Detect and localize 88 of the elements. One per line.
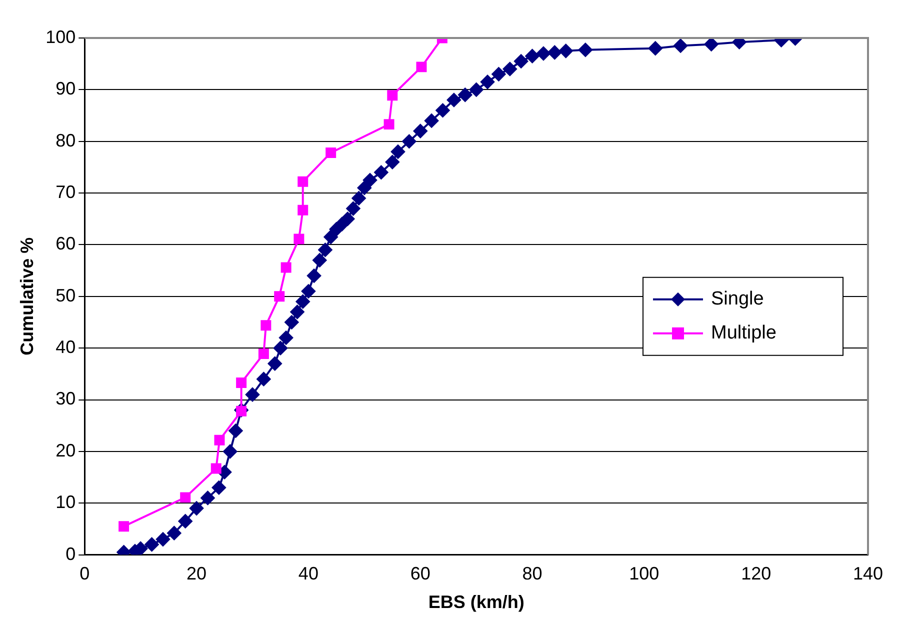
y-axis-title: Cumulative % — [16, 237, 37, 356]
point — [212, 480, 226, 495]
point — [290, 304, 304, 319]
point — [279, 330, 294, 345]
point — [260, 320, 272, 331]
x-tick-label: 100 — [629, 564, 660, 584]
point — [525, 49, 540, 64]
point — [256, 372, 271, 386]
point — [413, 124, 428, 138]
point — [704, 38, 718, 52]
y-tick-label: 40 — [56, 337, 76, 358]
point — [578, 42, 592, 57]
point — [280, 262, 292, 273]
point — [258, 348, 269, 360]
point — [200, 490, 215, 505]
x-tick-label: 140 — [852, 564, 884, 584]
point — [387, 90, 398, 101]
y-tick-label: 0 — [66, 544, 76, 564]
y-tick-label: 50 — [56, 285, 76, 306]
y-tick-label: 100 — [46, 26, 76, 47]
x-tick-label: 80 — [522, 564, 542, 584]
point — [301, 284, 316, 298]
point — [390, 144, 405, 159]
point — [492, 67, 506, 82]
point — [536, 46, 550, 61]
point — [236, 377, 247, 388]
point — [502, 62, 517, 76]
point — [284, 315, 299, 330]
point — [326, 147, 336, 158]
point — [374, 165, 388, 180]
point — [352, 191, 366, 206]
point — [357, 180, 372, 195]
y-tick-label: 60 — [56, 234, 76, 254]
point — [178, 514, 192, 528]
point — [424, 114, 439, 128]
point — [144, 537, 159, 552]
point — [363, 173, 377, 188]
point — [558, 44, 573, 58]
point — [384, 119, 394, 130]
point — [156, 532, 170, 546]
point — [210, 463, 222, 474]
point — [307, 268, 322, 283]
x-tick-label: 20 — [186, 564, 207, 584]
point — [228, 424, 243, 438]
point — [346, 202, 360, 216]
point — [296, 294, 310, 309]
point — [318, 242, 332, 257]
point — [268, 356, 282, 371]
point — [167, 526, 182, 540]
point — [324, 230, 338, 244]
point — [416, 62, 427, 72]
y-tick-label: 10 — [56, 492, 76, 512]
point — [274, 291, 285, 302]
x-axis-title: EBS (km/h) — [428, 592, 524, 612]
y-tick-label: 90 — [56, 78, 76, 99]
point — [180, 492, 191, 503]
point — [469, 82, 484, 97]
x-tick-label: 120 — [741, 564, 772, 584]
y-tick-label: 20 — [56, 440, 76, 460]
x-tick-label: 60 — [410, 564, 430, 584]
point — [118, 521, 130, 532]
point — [648, 41, 662, 56]
point — [312, 253, 327, 268]
point — [458, 88, 472, 102]
point — [514, 54, 528, 68]
point — [480, 74, 495, 89]
point — [223, 444, 238, 458]
point — [190, 501, 204, 516]
legend-label: Single — [711, 288, 764, 310]
y-tick-label: 30 — [56, 388, 76, 409]
point — [340, 212, 355, 226]
point — [674, 38, 688, 53]
point — [446, 93, 461, 108]
point — [436, 103, 450, 118]
legend-label: Multiple — [711, 322, 776, 344]
point — [298, 204, 308, 216]
x-tick-label: 0 — [80, 564, 90, 584]
point — [273, 341, 288, 356]
point — [385, 155, 400, 170]
point — [298, 176, 308, 187]
point — [245, 388, 260, 402]
y-tick-label: 70 — [56, 182, 76, 202]
point — [214, 434, 225, 446]
point — [548, 45, 562, 60]
y-tick-label: 80 — [56, 130, 76, 150]
x-tick-label: 40 — [298, 564, 318, 584]
point — [294, 234, 304, 244]
point — [402, 134, 416, 148]
